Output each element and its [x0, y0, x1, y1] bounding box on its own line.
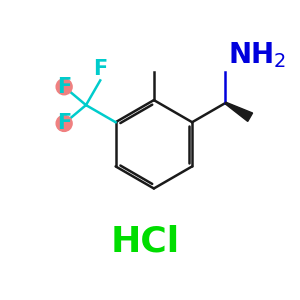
Text: F: F: [57, 77, 71, 97]
Circle shape: [56, 116, 72, 131]
Text: NH$_2$: NH$_2$: [228, 40, 287, 70]
Text: F: F: [57, 113, 71, 134]
Text: F: F: [93, 59, 107, 79]
Text: HCl: HCl: [111, 224, 180, 258]
Circle shape: [56, 79, 72, 95]
Polygon shape: [225, 102, 253, 122]
